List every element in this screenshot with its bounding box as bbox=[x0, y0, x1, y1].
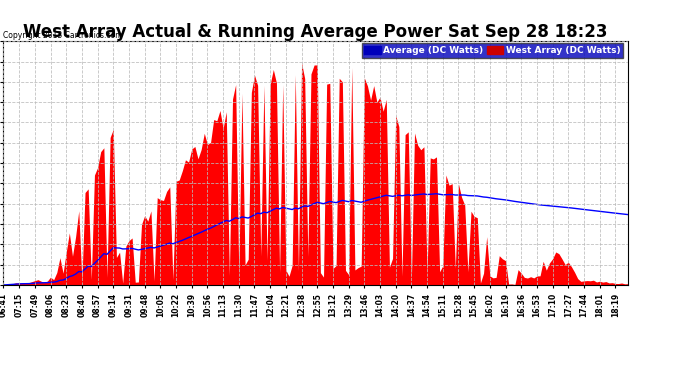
Legend: Average (DC Watts), West Array (DC Watts): Average (DC Watts), West Array (DC Watts… bbox=[362, 44, 623, 58]
Title: West Array Actual & Running Average Power Sat Sep 28 18:23: West Array Actual & Running Average Powe… bbox=[23, 23, 608, 41]
Text: Copyright 2013 Cartronics.com: Copyright 2013 Cartronics.com bbox=[3, 31, 123, 40]
